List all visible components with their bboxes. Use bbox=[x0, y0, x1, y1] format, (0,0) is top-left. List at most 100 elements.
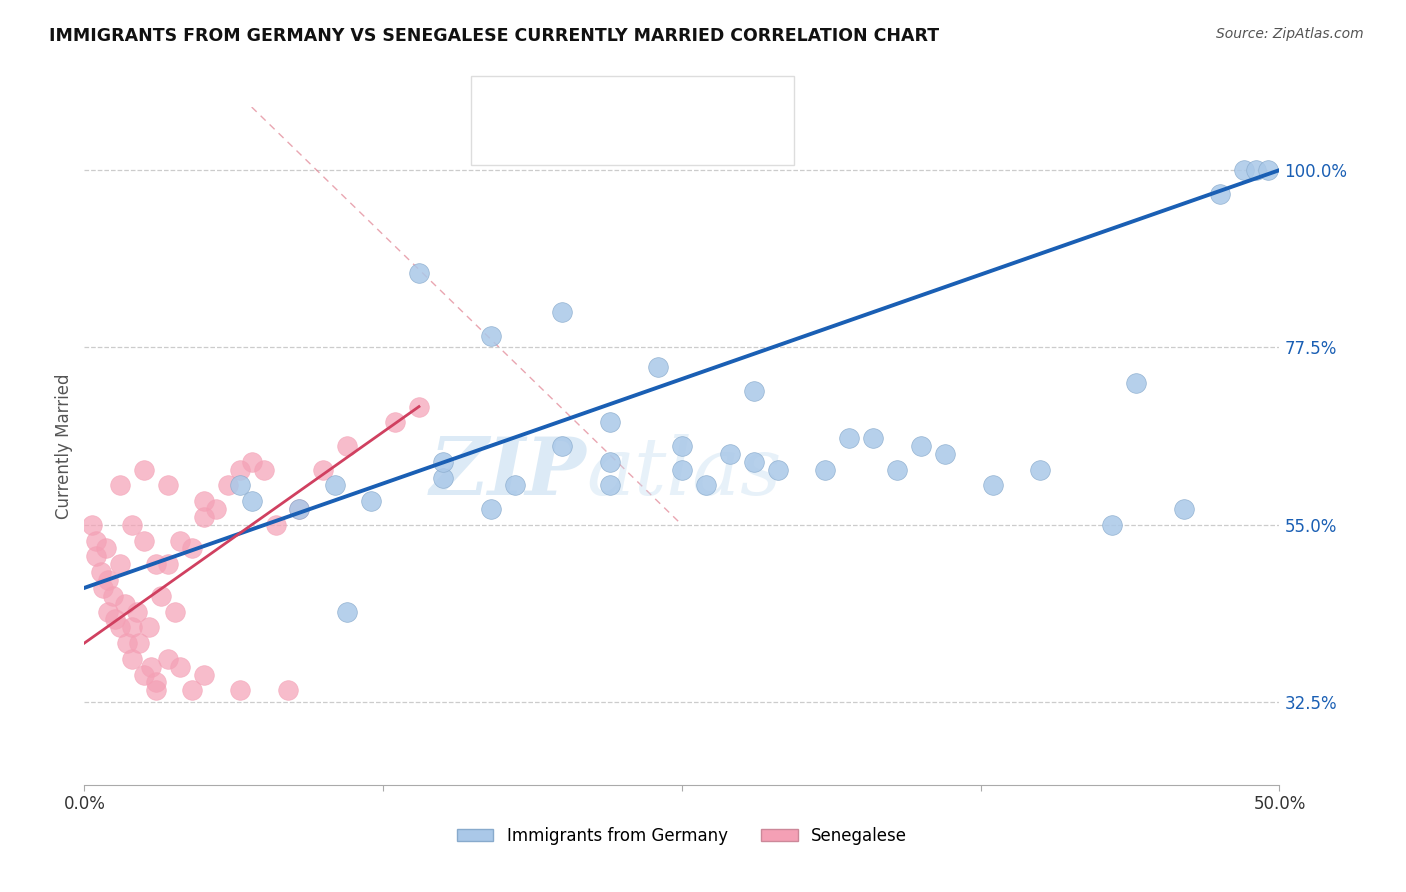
Point bbox=[432, 455, 454, 469]
Point bbox=[193, 510, 215, 524]
Point bbox=[742, 384, 765, 398]
Point bbox=[240, 455, 263, 469]
Point bbox=[814, 463, 837, 477]
Point bbox=[193, 494, 215, 508]
Point bbox=[981, 478, 1004, 492]
Point bbox=[132, 533, 156, 548]
Point bbox=[169, 659, 191, 673]
Point bbox=[94, 541, 117, 556]
Point bbox=[132, 463, 156, 477]
Point bbox=[104, 612, 127, 626]
Point bbox=[157, 558, 180, 572]
Point bbox=[253, 463, 276, 477]
Point bbox=[766, 463, 789, 477]
Point bbox=[599, 455, 621, 469]
Point bbox=[169, 533, 191, 548]
Point bbox=[408, 266, 430, 280]
Point bbox=[125, 605, 148, 619]
Point bbox=[205, 502, 228, 516]
Point bbox=[647, 360, 669, 375]
Point bbox=[117, 636, 139, 650]
Point bbox=[432, 470, 454, 484]
Point bbox=[145, 558, 167, 572]
Point bbox=[93, 581, 115, 595]
Point bbox=[1244, 163, 1267, 178]
Point bbox=[1125, 376, 1147, 390]
Point bbox=[312, 463, 335, 477]
Point bbox=[217, 478, 239, 492]
Point bbox=[838, 431, 860, 445]
Point bbox=[86, 549, 108, 564]
Point bbox=[157, 478, 180, 492]
Point bbox=[1173, 502, 1195, 516]
Point bbox=[910, 439, 932, 453]
Point bbox=[229, 463, 252, 477]
Point bbox=[336, 439, 359, 453]
Point bbox=[479, 328, 502, 343]
Point bbox=[97, 573, 120, 587]
Point bbox=[141, 659, 163, 673]
Point bbox=[229, 478, 252, 492]
Point bbox=[599, 415, 621, 429]
Text: atlas: atlas bbox=[586, 434, 782, 512]
Point bbox=[742, 455, 765, 469]
Point bbox=[886, 463, 908, 477]
Point bbox=[1257, 163, 1279, 178]
Point bbox=[181, 683, 204, 698]
Point bbox=[138, 620, 160, 634]
Point bbox=[121, 517, 143, 532]
Point bbox=[1233, 163, 1256, 178]
Point bbox=[110, 478, 132, 492]
Point bbox=[671, 439, 693, 453]
Text: IMMIGRANTS FROM GERMANY VS SENEGALESE CURRENTLY MARRIED CORRELATION CHART: IMMIGRANTS FROM GERMANY VS SENEGALESE CU… bbox=[49, 27, 939, 45]
Legend: Immigrants from Germany, Senegalese: Immigrants from Germany, Senegalese bbox=[450, 820, 914, 851]
Point bbox=[599, 478, 621, 492]
Point bbox=[110, 620, 132, 634]
Point bbox=[86, 533, 108, 548]
Y-axis label: Currently Married: Currently Married bbox=[55, 373, 73, 519]
Point bbox=[145, 683, 167, 698]
Point bbox=[114, 597, 136, 611]
Point bbox=[264, 517, 287, 532]
Point bbox=[149, 589, 172, 603]
Point bbox=[240, 494, 263, 508]
Text: R = 0.647   N = 40: R = 0.647 N = 40 bbox=[519, 88, 718, 108]
Point bbox=[718, 447, 741, 461]
Point bbox=[1209, 186, 1232, 201]
Point bbox=[288, 502, 311, 516]
Text: Source: ZipAtlas.com: Source: ZipAtlas.com bbox=[1216, 27, 1364, 41]
Point bbox=[325, 478, 347, 492]
Point bbox=[165, 605, 187, 619]
Point bbox=[90, 565, 112, 579]
Point bbox=[551, 439, 574, 453]
Point bbox=[229, 683, 252, 698]
Point bbox=[121, 652, 143, 666]
Point bbox=[128, 636, 150, 650]
Point bbox=[479, 502, 502, 516]
Point bbox=[193, 667, 215, 681]
Point bbox=[503, 478, 526, 492]
Point bbox=[277, 683, 299, 698]
Text: R = 0.413   N = 53: R = 0.413 N = 53 bbox=[519, 128, 718, 148]
Text: ZIP: ZIP bbox=[429, 434, 586, 512]
Point bbox=[1101, 517, 1123, 532]
Point bbox=[288, 502, 311, 516]
Point bbox=[110, 558, 132, 572]
Point bbox=[671, 463, 693, 477]
Point bbox=[80, 517, 103, 532]
Point bbox=[97, 605, 120, 619]
Point bbox=[360, 494, 382, 508]
Point bbox=[101, 589, 124, 603]
Point bbox=[132, 667, 156, 681]
Point bbox=[384, 415, 406, 429]
Point bbox=[145, 675, 167, 690]
Point bbox=[157, 652, 180, 666]
Point bbox=[934, 447, 956, 461]
Point bbox=[121, 620, 143, 634]
Point bbox=[695, 478, 717, 492]
Point bbox=[862, 431, 884, 445]
Point bbox=[336, 605, 359, 619]
Point bbox=[181, 541, 204, 556]
Point bbox=[1029, 463, 1052, 477]
Point bbox=[408, 400, 430, 414]
